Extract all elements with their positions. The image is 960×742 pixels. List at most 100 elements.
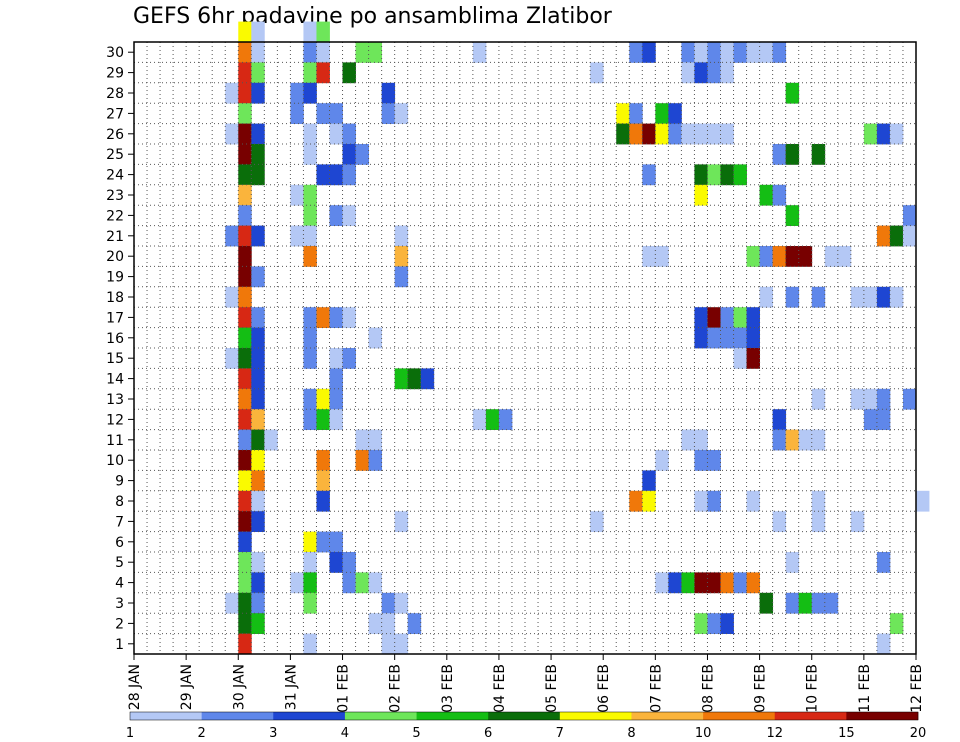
heatmap-cell xyxy=(238,348,252,369)
x-tick-label: 05 FEB xyxy=(544,664,560,713)
colorbar-label: 15 xyxy=(838,726,855,741)
axis-layer: 1234567891011121314151617181920212223242… xyxy=(106,41,925,713)
heatmap-cell xyxy=(746,246,760,267)
heatmap-cell xyxy=(303,572,317,594)
heatmap-cell xyxy=(785,205,800,226)
heatmap-cell xyxy=(759,184,774,206)
heatmap-cell xyxy=(876,286,891,308)
colorbar-swatch xyxy=(488,712,561,720)
heatmap-cell xyxy=(329,164,343,186)
heatmap-cell xyxy=(238,368,252,390)
colorbar-swatch xyxy=(703,712,776,720)
heatmap-cell xyxy=(472,42,487,63)
heatmap-cell xyxy=(329,103,343,124)
heatmap-cell xyxy=(811,286,826,308)
heatmap-cell xyxy=(876,552,891,573)
heatmap-cell xyxy=(238,511,252,532)
heatmap-cell xyxy=(225,123,239,145)
heatmap-cell xyxy=(394,511,409,532)
x-tick-label: 28 JAN xyxy=(127,664,143,710)
heatmap-cell xyxy=(238,327,252,349)
heatmap-cell xyxy=(655,123,669,145)
heatmap-cell xyxy=(668,103,682,124)
heatmap-cell xyxy=(251,592,265,614)
heatmap-cell xyxy=(720,327,734,349)
heatmap-cell xyxy=(290,103,304,124)
heatmap-cell xyxy=(785,429,800,451)
heatmap-cell xyxy=(759,246,774,267)
colorbar-swatch xyxy=(344,712,417,720)
y-tick-label: 8 xyxy=(115,494,124,510)
x-tick-label: 03 FEB xyxy=(440,664,456,713)
colorbar-swatch xyxy=(273,712,346,720)
y-tick-label: 21 xyxy=(106,229,124,245)
y-tick-label: 24 xyxy=(106,168,124,184)
x-tick-label: 12 FEB xyxy=(909,664,925,713)
heatmap-cell xyxy=(251,123,265,145)
y-tick-label: 20 xyxy=(106,249,124,265)
heatmap-cell xyxy=(902,225,917,247)
heatmap-cell xyxy=(238,184,252,206)
heatmap-cell xyxy=(720,307,734,328)
heatmap-cell xyxy=(342,552,356,573)
heatmap-cell xyxy=(694,184,708,206)
heatmap-cell xyxy=(824,246,839,267)
heatmap-cell xyxy=(407,613,422,634)
heatmap-cell xyxy=(394,103,409,124)
heatmap-cell xyxy=(303,123,317,145)
heatmap-cell xyxy=(238,205,252,226)
heatmap-cell xyxy=(329,552,343,573)
heatmap-cell xyxy=(238,225,252,247)
heatmap-cell xyxy=(889,123,904,145)
plot-frame xyxy=(133,41,917,655)
y-tick-label: 19 xyxy=(106,270,124,286)
heatmap-cell xyxy=(303,144,317,165)
heatmap-cell xyxy=(824,592,839,614)
heatmap-cell xyxy=(303,42,317,63)
heatmap-cell xyxy=(251,470,265,492)
heatmap-cell xyxy=(863,286,878,308)
colorbar-label: 20 xyxy=(910,726,927,741)
heatmap-cell xyxy=(251,368,265,390)
heatmap-cell xyxy=(694,307,708,328)
heatmap-cell xyxy=(876,409,891,430)
heatmap-cell xyxy=(616,103,630,124)
heatmap-cell xyxy=(381,633,396,655)
heatmap-cell xyxy=(394,368,409,390)
heatmap-cell xyxy=(694,450,708,471)
heatmap-cell xyxy=(251,409,265,430)
heatmap-cell xyxy=(850,511,865,532)
heatmap-cell xyxy=(902,205,917,226)
heatmap-cell xyxy=(355,429,369,451)
heatmap-cell xyxy=(238,613,252,634)
colorbar-outline xyxy=(129,711,919,721)
heatmap-cell xyxy=(303,307,317,328)
heatmap-cell xyxy=(785,144,800,165)
heatmap-cell xyxy=(694,62,708,84)
heatmap-cell xyxy=(316,21,330,43)
heatmap-cell xyxy=(694,123,708,145)
heatmap-cell xyxy=(694,613,708,634)
heatmap-cell xyxy=(303,552,317,573)
heatmap-cell xyxy=(733,348,747,369)
y-tick-label: 13 xyxy=(106,392,124,408)
colorbar-swatch xyxy=(416,712,489,720)
heatmap-cell xyxy=(785,552,800,573)
heatmap-cell xyxy=(407,368,422,390)
heatmap-cell xyxy=(902,388,917,410)
heatmap-cell xyxy=(629,103,643,124)
heatmap-cell xyxy=(251,388,265,410)
heatmap-cell xyxy=(811,388,826,410)
heatmap-cell xyxy=(590,62,604,84)
heatmap-cell xyxy=(303,246,317,267)
y-tick-label: 17 xyxy=(106,310,124,326)
colorbar-label: 5 xyxy=(412,726,420,741)
y-tick-label: 16 xyxy=(106,331,124,347)
heatmap-cell xyxy=(238,592,252,614)
heatmap-cell xyxy=(394,225,409,247)
heatmap-cell xyxy=(772,511,787,532)
heatmap-cell xyxy=(355,42,369,63)
heatmap-cell xyxy=(811,144,826,165)
heatmap-cell xyxy=(707,42,721,63)
heatmap-cell xyxy=(863,123,878,145)
